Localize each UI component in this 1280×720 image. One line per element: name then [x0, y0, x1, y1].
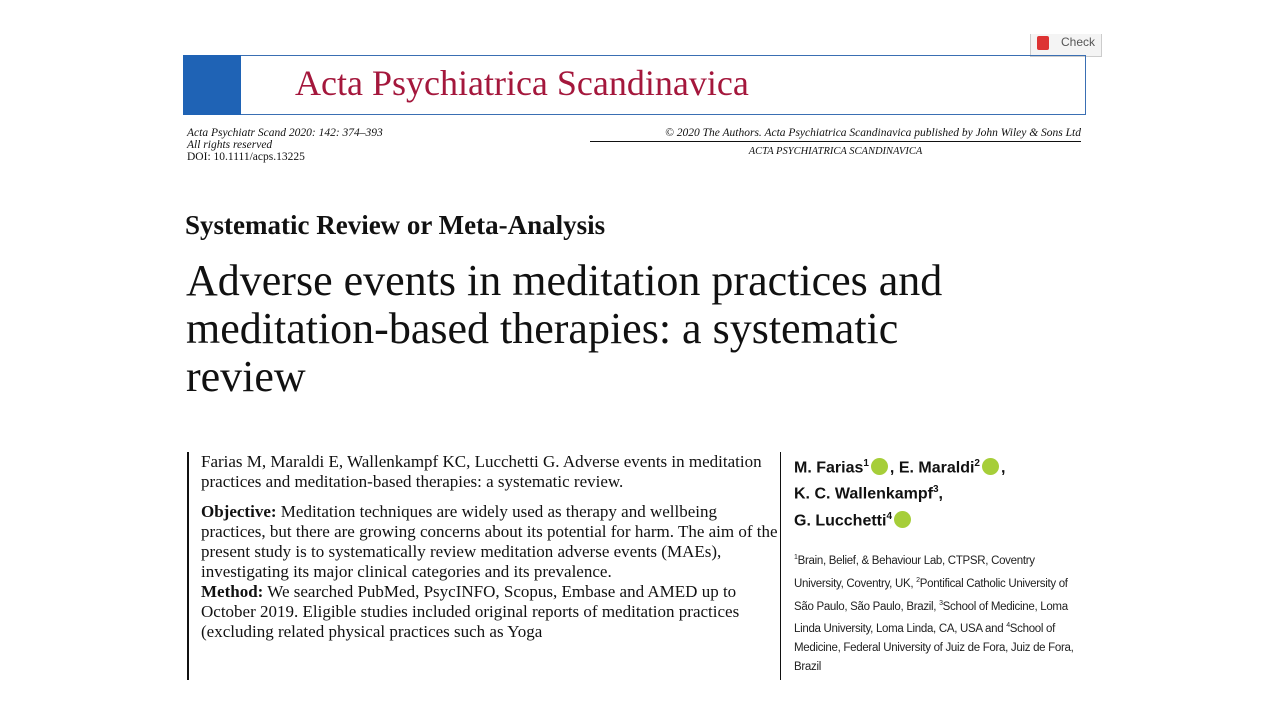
orcid-icon [870, 458, 888, 476]
author-name: G. Lucchetti [794, 511, 887, 529]
affiliation-mark: 1 [794, 554, 798, 561]
doi: DOI: 10.1111/acps.13225 [187, 151, 305, 163]
meta-left: Acta Psychiatr Scand 2020: 142: 374–393 … [187, 127, 383, 163]
author-separator: , [938, 485, 943, 503]
author-affiliation: 3 [932, 484, 939, 496]
affiliation-text: Brain, Belief, & Behaviour Lab, CTPSR, C… [794, 554, 1035, 590]
author-affiliation: 2 [974, 458, 980, 469]
orcid-icon [981, 458, 999, 476]
author-name: K. C. Wallenkampf [794, 485, 933, 503]
author-separator: , [889, 459, 895, 477]
check-icon [1037, 36, 1049, 50]
journal-name: Acta Psychiatrica Scandinavica [295, 63, 749, 103]
authors: M. Farias1, E. Maraldi2, K. C. Wallenkamp… [794, 453, 1094, 532]
author-separator: , [1000, 459, 1006, 477]
method-text: We searched PubMed, PsycINFO, Scopus, Em… [201, 582, 740, 641]
rights: All rights reserved [187, 139, 273, 151]
journal-logo-block [183, 55, 241, 115]
affiliation-mark: 2 [916, 576, 920, 584]
author-name: M. Farias [794, 459, 864, 477]
article-title: Adverse events in meditation practices a… [186, 257, 942, 401]
abstract-citation: Farias M, Maraldi E, Wallenkampf KC, Luc… [201, 452, 762, 491]
method: Method: We searched PubMed, PsycINFO, Sc… [201, 582, 781, 642]
objective: Objective: Meditation techniques are wid… [201, 502, 781, 582]
check-button[interactable]: Check [1030, 34, 1102, 57]
author-name: E. Maraldi [898, 459, 975, 477]
objective-text: Meditation techniques are widely used as… [201, 502, 778, 581]
copyright: © 2020 The Authors. Acta Psychiatrica Sc… [590, 127, 1081, 142]
author-affiliation: 4 [886, 510, 893, 522]
column-divider [780, 452, 781, 680]
abstract: Farias M, Maraldi E, Wallenkampf KC, Luc… [187, 452, 781, 680]
orcid-icon [894, 510, 912, 528]
affiliations: 1Brain, Belief, & Behaviour Lab, CTPSR, … [794, 548, 1084, 677]
affiliation-mark: 4 [1006, 622, 1010, 630]
affiliation-text: School of Medicine, Federal University o… [794, 623, 1074, 674]
title-line: meditation-based therapies: a systematic [186, 304, 899, 353]
method-label: Method: [201, 582, 264, 601]
check-label: Check [1061, 35, 1096, 49]
objective-label: Objective: [201, 502, 277, 521]
title-line: review [186, 352, 306, 401]
section-heading: Systematic Review or Meta-Analysis [185, 210, 606, 240]
journal-caps: ACTA PSYCHIATRICA SCANDINAVICA [748, 146, 923, 157]
citation: Acta Psychiatr Scand 2020: 142: 374–393 [187, 127, 383, 139]
author-affiliation: 1 [863, 458, 869, 469]
title-line: Adverse events in meditation practices a… [186, 256, 943, 305]
affiliation-text: School of Medicine, Loma Linda Universit… [794, 600, 1068, 636]
affiliation-text: Pontifical Catholic University of São Pa… [794, 577, 1068, 613]
affiliation-mark: 3 [939, 599, 943, 607]
